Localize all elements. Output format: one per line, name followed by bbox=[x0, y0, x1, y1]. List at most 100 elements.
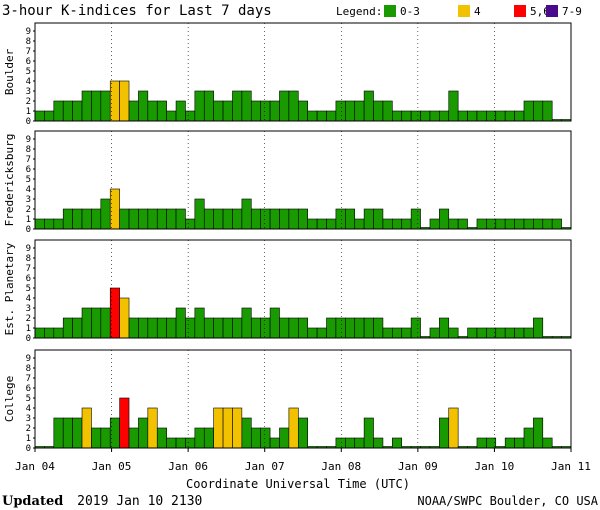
bar bbox=[213, 407, 224, 449]
footer-credit: NOAA/SWPC Boulder, CO USA bbox=[417, 494, 598, 508]
y-tick-label: 1 bbox=[26, 107, 31, 117]
bar bbox=[392, 110, 403, 122]
bar bbox=[213, 100, 224, 122]
bar bbox=[316, 327, 327, 339]
bar bbox=[128, 208, 139, 230]
bar bbox=[514, 437, 525, 449]
bar bbox=[156, 208, 167, 230]
bar bbox=[62, 100, 73, 122]
y-tick-label: 3 bbox=[26, 195, 31, 205]
bar bbox=[523, 218, 534, 230]
bar bbox=[448, 327, 459, 339]
panel-frame bbox=[34, 349, 572, 449]
x-tick-label: Jan 10 bbox=[475, 460, 515, 473]
bar bbox=[81, 90, 92, 122]
bar bbox=[514, 327, 525, 339]
bar bbox=[439, 208, 450, 230]
bar bbox=[307, 218, 318, 230]
bar bbox=[504, 218, 515, 230]
bar bbox=[373, 437, 384, 449]
bar bbox=[156, 427, 167, 449]
bar bbox=[185, 110, 196, 122]
bar bbox=[429, 110, 440, 122]
chart-title: 3-hour K-indices for Last 7 days bbox=[2, 3, 272, 19]
panels: 0123456789Boulder0123456789Fredericksbur… bbox=[3, 22, 572, 454]
legend-swatch bbox=[384, 5, 396, 17]
bar bbox=[345, 317, 356, 339]
bar bbox=[100, 307, 111, 339]
bar bbox=[241, 198, 252, 230]
bar bbox=[185, 437, 196, 449]
panel-name: Est. Planetary bbox=[3, 242, 16, 335]
bar bbox=[91, 90, 102, 122]
y-tick-label: 0 bbox=[26, 225, 31, 235]
panel-name: Fredericksburg bbox=[3, 134, 16, 227]
bar bbox=[81, 407, 92, 449]
y-tick-label: 9 bbox=[26, 354, 31, 364]
bar bbox=[373, 208, 384, 230]
bar bbox=[156, 100, 167, 122]
bar bbox=[194, 90, 205, 122]
bar bbox=[166, 317, 177, 339]
y-tick-label: 8 bbox=[26, 145, 31, 155]
bar bbox=[260, 100, 271, 122]
bar bbox=[345, 100, 356, 122]
bar bbox=[279, 427, 290, 449]
bar bbox=[213, 208, 224, 230]
bar bbox=[72, 100, 83, 122]
bar bbox=[410, 208, 421, 230]
bar bbox=[326, 317, 337, 339]
bar bbox=[523, 100, 534, 122]
bar bbox=[269, 307, 280, 339]
bar bbox=[542, 100, 553, 122]
bar bbox=[288, 208, 299, 230]
bar bbox=[495, 110, 506, 122]
x-tick-label: Jan 08 bbox=[321, 460, 361, 473]
bar bbox=[476, 218, 487, 230]
y-tick-label: 6 bbox=[26, 384, 31, 394]
bar bbox=[222, 100, 233, 122]
y-tick-label: 9 bbox=[26, 135, 31, 145]
y-tick-label: 3 bbox=[26, 87, 31, 97]
bar bbox=[316, 218, 327, 230]
bar bbox=[156, 317, 167, 339]
legend-entry: 5,6 bbox=[530, 5, 550, 18]
bar bbox=[354, 437, 365, 449]
bar bbox=[232, 90, 243, 122]
bar bbox=[166, 208, 177, 230]
bar bbox=[533, 317, 544, 339]
bar bbox=[185, 218, 196, 230]
bar bbox=[297, 100, 308, 122]
bar bbox=[62, 417, 73, 449]
bar bbox=[495, 218, 506, 230]
bar bbox=[297, 208, 308, 230]
bar bbox=[34, 218, 45, 230]
x-tick-label: Jan 09 bbox=[398, 460, 438, 473]
bar bbox=[53, 417, 64, 449]
bar bbox=[175, 437, 186, 449]
legend-entry: 0-3 bbox=[400, 5, 420, 18]
bar bbox=[401, 110, 412, 122]
bar bbox=[34, 327, 45, 339]
bar bbox=[373, 100, 384, 122]
bar bbox=[392, 437, 403, 449]
bar bbox=[326, 110, 337, 122]
bar bbox=[448, 407, 459, 449]
bar bbox=[250, 427, 261, 449]
bar bbox=[34, 110, 45, 122]
bar bbox=[335, 317, 346, 339]
bar bbox=[147, 100, 158, 122]
bar bbox=[514, 110, 525, 122]
bar bbox=[279, 208, 290, 230]
footer-updated-value: 2019 Jan 10 2130 bbox=[77, 494, 202, 509]
bar bbox=[279, 90, 290, 122]
y-tick-label: 0 bbox=[26, 334, 31, 344]
bar bbox=[44, 110, 55, 122]
y-tick-label: 4 bbox=[26, 185, 31, 195]
bar bbox=[467, 327, 478, 339]
y-tick-label: 0 bbox=[26, 117, 31, 127]
